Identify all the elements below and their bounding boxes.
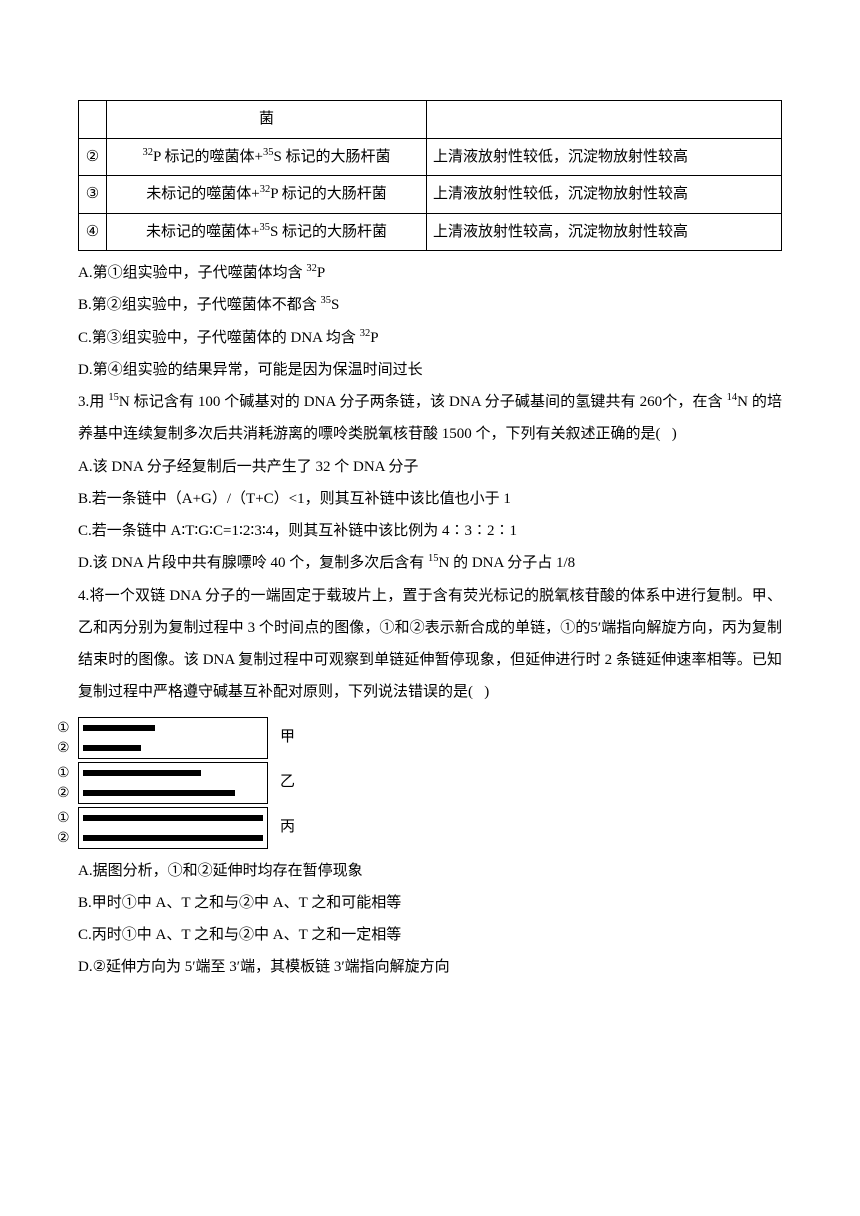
q4-option-a: A.据图分析，①和②延伸时均存在暂停现象 xyxy=(78,855,782,887)
table-row: ② 32P 标记的噬菌体+35S 标记的大肠杆菌 上清液放射性较低，沉淀物放射性… xyxy=(79,138,782,176)
q2-option-c: C.第③组实验中，子代噬菌体的 DNA 均含 32P xyxy=(78,322,782,354)
strand-bar xyxy=(83,725,155,731)
table-row: ③ 未标记的噬菌体+32P 标记的大肠杆菌 上清液放射性较低，沉淀物放射性较高 xyxy=(79,176,782,214)
cell-right: 上清液放射性较低，沉淀物放射性较高 xyxy=(427,176,782,214)
diagram-box: ① ② xyxy=(78,762,268,804)
q2-option-d: D.第④组实验的结果异常，可能是因为保温时间过长 xyxy=(78,354,782,386)
q4-option-c: C.丙时①中 A、T 之和与②中 A、T 之和一定相等 xyxy=(78,919,782,951)
diagram-row-yi: ① ② 乙 xyxy=(78,762,782,804)
table-row: 菌 xyxy=(79,101,782,139)
cell-right xyxy=(427,101,782,139)
q2-option-a: A.第①组实验中，子代噬菌体均含 32P xyxy=(78,257,782,289)
diagram-box: ① ② xyxy=(78,717,268,759)
strand-label-2: ② xyxy=(57,787,70,801)
strand-label-2: ② xyxy=(57,832,70,846)
diagram-row-bing: ① ② 丙 xyxy=(78,807,782,849)
cell-idx: ③ xyxy=(79,176,107,214)
cell-left: 未标记的噬菌体+35S 标记的大肠杆菌 xyxy=(107,213,427,251)
q3-option-a: A.该 DNA 分子经复制后一共产生了 32 个 DNA 分子 xyxy=(78,451,782,483)
strand-bar xyxy=(83,815,263,821)
q4-option-d: D.②延伸方向为 5′端至 3′端，其模板链 3′端指向解旋方向 xyxy=(78,951,782,983)
diagram-label-yi: 乙 xyxy=(280,766,295,798)
cell-right: 上清液放射性较低，沉淀物放射性较高 xyxy=(427,138,782,176)
cell-idx: ④ xyxy=(79,213,107,251)
strand-label-1: ① xyxy=(57,812,70,826)
cell-idx xyxy=(79,101,107,139)
strand-bar xyxy=(83,770,201,776)
q3-option-c: C.若一条链中 A∶T∶G∶C=1∶2∶3∶4，则其互补链中该比例为 4∶3∶2… xyxy=(78,515,782,547)
q3-option-d: D.该 DNA 片段中共有腺嘌呤 40 个，复制多次后含有 15N 的 DNA … xyxy=(78,547,782,579)
diagram-box: ① ② xyxy=(78,807,268,849)
diagram-label-bing: 丙 xyxy=(280,811,295,843)
experiment-table: 菌 ② 32P 标记的噬菌体+35S 标记的大肠杆菌 上清液放射性较低，沉淀物放… xyxy=(78,100,782,251)
diagram-label-jia: 甲 xyxy=(280,721,295,753)
strand-label-1: ① xyxy=(57,722,70,736)
strand-bar xyxy=(83,835,263,841)
strand-bar xyxy=(83,745,141,751)
q3-stem: 3.用 15N 标记含有 100 个碱基对的 DNA 分子两条链，该 DNA 分… xyxy=(78,386,782,451)
cell-left: 未标记的噬菌体+32P 标记的大肠杆菌 xyxy=(107,176,427,214)
strand-bar xyxy=(83,790,235,796)
cell-left: 菌 xyxy=(107,101,427,139)
cell-right: 上清液放射性较高，沉淀物放射性较高 xyxy=(427,213,782,251)
cell-idx: ② xyxy=(79,138,107,176)
strand-label-1: ① xyxy=(57,767,70,781)
diagram-row-jia: ① ② 甲 xyxy=(78,717,782,759)
q4-option-b: B.甲时①中 A、T 之和与②中 A、T 之和可能相等 xyxy=(78,887,782,919)
cell-left: 32P 标记的噬菌体+35S 标记的大肠杆菌 xyxy=(107,138,427,176)
replication-diagram: ① ② 甲 ① ② 乙 ① ② 丙 xyxy=(78,717,782,849)
strand-label-2: ② xyxy=(57,742,70,756)
q4-stem: 4.将一个双链 DNA 分子的一端固定于载玻片上，置于含有荧光标记的脱氧核苷酸的… xyxy=(78,580,782,709)
table-row: ④ 未标记的噬菌体+35S 标记的大肠杆菌 上清液放射性较高，沉淀物放射性较高 xyxy=(79,213,782,251)
q2-option-b: B.第②组实验中，子代噬菌体不都含 35S xyxy=(78,289,782,321)
q3-option-b: B.若一条链中（A+G）/（T+C）<1，则其互补链中该比值也小于 1 xyxy=(78,483,782,515)
